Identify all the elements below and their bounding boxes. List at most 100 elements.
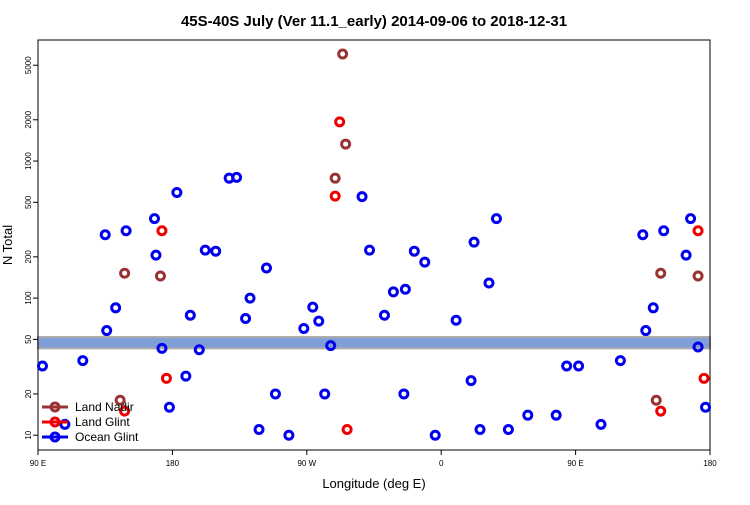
x-tick-label: 90 W (297, 459, 316, 468)
point (685, 213, 697, 225)
y-tick-label: 20 (24, 389, 33, 398)
point (387, 286, 399, 298)
y-tick-label: 5000 (24, 56, 33, 74)
point (419, 256, 431, 268)
point (468, 236, 480, 248)
legend-label: Ocean Glint (75, 430, 139, 444)
point (240, 313, 252, 325)
point (655, 405, 667, 417)
point (637, 229, 649, 241)
point (680, 249, 692, 261)
point (244, 292, 256, 304)
point (210, 245, 222, 257)
point (640, 325, 652, 337)
point (99, 229, 111, 241)
y-tick-label: 200 (24, 250, 33, 264)
point (313, 315, 325, 327)
point (364, 244, 376, 256)
x-tick-label: 180 (703, 459, 717, 468)
chart-title: 45S-40S July (Ver 11.1_early) 2014-09-06… (181, 13, 567, 30)
y-tick-label: 100 (24, 291, 33, 305)
point (119, 267, 131, 279)
point (399, 283, 411, 295)
point (465, 375, 477, 387)
point (180, 370, 192, 382)
x-tick-label: 180 (166, 459, 180, 468)
point (502, 424, 514, 436)
point (340, 138, 352, 150)
point (260, 262, 272, 274)
point (199, 244, 211, 256)
point (114, 394, 126, 406)
point (378, 309, 390, 321)
point (573, 360, 585, 372)
point (658, 225, 670, 237)
point (171, 186, 183, 198)
point (647, 302, 659, 314)
x-tick-label: 90 E (30, 459, 46, 468)
point (120, 225, 132, 237)
point (614, 355, 626, 367)
point (337, 48, 349, 60)
point (655, 267, 667, 279)
plot-frame (37, 39, 711, 451)
point (329, 190, 341, 202)
y-tick-label: 50 (24, 334, 33, 343)
legend-marker (49, 416, 61, 428)
point (595, 418, 607, 430)
y-tick-label: 10 (24, 430, 33, 439)
point (483, 277, 495, 289)
point (329, 172, 341, 184)
point (692, 225, 704, 237)
point (474, 424, 486, 436)
y-axis-label: N Total (0, 225, 15, 265)
point (550, 409, 562, 421)
point (522, 409, 534, 421)
point (148, 213, 160, 225)
point (156, 225, 168, 237)
point (650, 394, 662, 406)
point (450, 314, 462, 326)
y-tick-label: 1000 (24, 152, 33, 170)
point (698, 372, 710, 384)
point (184, 309, 196, 321)
legend-label: Land Glint (75, 415, 130, 429)
point (298, 323, 310, 335)
point (101, 325, 113, 337)
point (341, 424, 353, 436)
point (398, 388, 410, 400)
point (307, 301, 319, 313)
point (356, 191, 368, 203)
legend-marker (49, 401, 61, 413)
point (150, 249, 162, 261)
y-tick-label: 2000 (24, 110, 33, 128)
legend-marker (49, 431, 61, 443)
point (692, 341, 704, 353)
point (269, 388, 281, 400)
point (193, 344, 205, 356)
point (253, 424, 265, 436)
point (231, 171, 243, 183)
legend-label: Land Nadir (75, 400, 134, 414)
point (163, 401, 175, 413)
point (490, 213, 502, 225)
point (692, 270, 704, 282)
point (319, 388, 331, 400)
point (561, 360, 573, 372)
point (110, 302, 122, 314)
point (283, 429, 295, 441)
point (156, 342, 168, 354)
point (154, 270, 166, 282)
point (59, 418, 71, 430)
point (408, 245, 420, 257)
x-axis-label: Longitude (deg E) (322, 476, 425, 491)
point (119, 405, 131, 417)
point (77, 355, 89, 367)
point (325, 340, 337, 352)
point (334, 116, 346, 128)
y-tick-label: 500 (24, 195, 33, 209)
x-tick-label: 0 (439, 459, 444, 468)
point (160, 372, 172, 384)
point (429, 429, 441, 441)
